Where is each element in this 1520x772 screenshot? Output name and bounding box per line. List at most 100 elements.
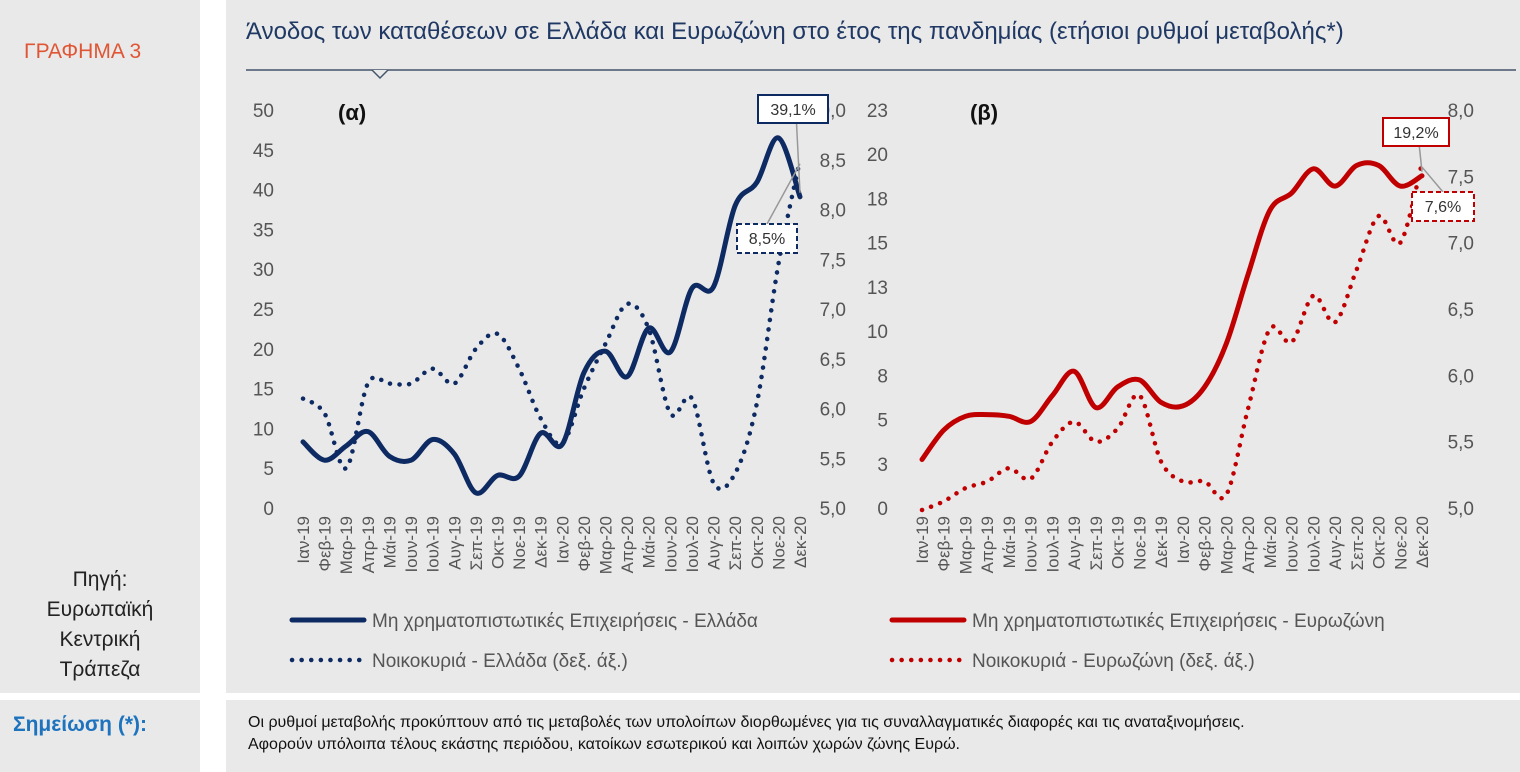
note-label-panel [0, 700, 200, 772]
x-axis-tick-label: Αυγ-19 [1065, 516, 1084, 570]
right-axis-tick-label: 8,0 [820, 201, 846, 222]
right-axis-tick-label: 5,0 [820, 499, 846, 520]
x-axis-tick-label: Οκτ-20 [748, 516, 767, 569]
x-axis-tick-label: Μαρ-19 [956, 516, 975, 574]
x-axis-tick-label: Αυγ-19 [445, 516, 464, 570]
right-axis-tick-label: 5,0 [1448, 499, 1474, 520]
x-axis-tick-label: Μαρ-19 [337, 516, 356, 574]
left-axis-tick-label: 13 [867, 278, 888, 299]
left-axis-tick-label: 35 [253, 220, 274, 241]
chart-title: Άνοδος των καταθέσεων σε Ελλάδα και Ευρω… [246, 18, 1344, 45]
x-axis-tick-label: Νοε-20 [769, 516, 788, 570]
x-axis-tick-label: Φεβ-19 [935, 516, 954, 572]
x-axis-tick-label: Απρ-20 [1239, 516, 1258, 573]
x-axis-tick-label: Ιουλ-19 [424, 516, 443, 573]
x-axis-tick-label: Ιαν-19 [294, 516, 313, 564]
panel-label: (β) [970, 100, 998, 125]
x-axis-tick-label: Οκτ-19 [488, 516, 507, 569]
x-axis-tick-label: Ιουλ-19 [1043, 516, 1062, 573]
left-axis-tick-label: 10 [867, 322, 888, 343]
callout-value: 7,6% [1425, 199, 1461, 216]
left-axis-tick-label: 5 [263, 459, 274, 480]
x-axis-tick-label: Δεκ-20 [1413, 516, 1432, 568]
x-axis-tick-label: Αυγ-20 [705, 516, 724, 570]
note-line: Αφορούν υπόλοιπα τέλους εκάστης περιόδου… [248, 736, 960, 753]
right-axis-tick-label: 7,5 [820, 250, 846, 271]
callout-value: 19,2% [1393, 125, 1438, 142]
x-axis-tick-label: Σεπ-20 [1348, 516, 1367, 570]
callout-box [1382, 117, 1450, 147]
x-axis-tick-label: Δεκ-19 [1152, 516, 1171, 568]
x-axis-tick-label: Ιουλ-20 [683, 516, 702, 573]
source-line: Ευρωπαϊκή [46, 598, 154, 621]
x-axis-tick-label: Φεβ-20 [575, 516, 594, 572]
x-axis-tick-label: Νοε-20 [1391, 516, 1410, 570]
left-axis-tick-label: 3 [877, 455, 888, 476]
chart-panel [226, 0, 1520, 693]
callout-box [757, 94, 829, 124]
right-axis-tick-label: 7,0 [1448, 234, 1474, 255]
x-axis-tick-label: Οκτ-20 [1370, 516, 1389, 569]
x-axis-tick-label: Ιουλ-20 [1304, 516, 1323, 573]
x-axis-tick-label: Μάι-19 [380, 516, 399, 568]
x-axis-tick-label: Ιουν-20 [661, 516, 680, 573]
x-axis-tick-label: Σεπ-20 [726, 516, 745, 570]
x-axis-tick-label: Ιαν-20 [1174, 516, 1193, 564]
x-axis-tick-label: Φεβ-19 [316, 516, 335, 572]
source-line: Τράπεζα [59, 658, 141, 681]
note-text-panel [226, 700, 1520, 772]
left-axis-tick-label: 0 [877, 499, 888, 520]
left-axis-tick-label: 0 [263, 499, 274, 520]
right-axis-tick-label: 6,0 [1448, 366, 1474, 387]
households-series-line [919, 160, 1425, 513]
left-axis-tick-label: 18 [867, 189, 888, 210]
corporations-series-line [300, 135, 803, 496]
left-axis-tick-label: 30 [253, 260, 274, 281]
left-axis-tick-label: 20 [253, 340, 274, 361]
left-column-panel [0, 0, 200, 693]
right-axis-tick-label: 7,0 [820, 300, 846, 321]
callout-leader-line [1421, 166, 1444, 193]
left-axis-tick-label: 8 [877, 366, 888, 387]
right-axis-tick-label: 5,5 [820, 449, 846, 470]
x-axis-tick-label: Αυγ-20 [1326, 516, 1345, 570]
right-axis-tick-label: 5,5 [1448, 433, 1474, 454]
callout-leader-line [766, 163, 801, 225]
x-axis-tick-label: Σεπ-19 [1087, 516, 1106, 570]
callout-box [736, 223, 798, 254]
source-line: Κεντρική [59, 628, 141, 651]
x-axis-tick-label: Ιουν-19 [1022, 516, 1041, 573]
x-axis-tick-label: Μάι-20 [640, 516, 659, 568]
right-axis-tick-label: 6,5 [820, 350, 846, 371]
left-axis-tick-label: 15 [253, 380, 274, 401]
x-axis-tick-label: Ιαν-20 [553, 516, 572, 564]
x-axis-tick-label: Μάι-19 [1000, 516, 1019, 568]
left-axis-tick-label: 5 [877, 411, 888, 432]
x-axis-tick-label: Νοε-19 [1130, 516, 1149, 570]
left-axis-tick-label: 25 [253, 300, 274, 321]
x-axis-tick-label: Μαρ-20 [1217, 516, 1236, 574]
x-axis-tick-label: Οκτ-19 [1109, 516, 1128, 569]
left-axis-tick-label: 40 [253, 181, 274, 202]
panel-label: (α) [338, 100, 366, 125]
right-axis-tick-label: 7,5 [1448, 167, 1474, 188]
callout-leader-line [795, 122, 801, 193]
right-axis-tick-label: 8,5 [820, 151, 846, 172]
title-underline-notch [371, 69, 389, 80]
callout-value: 39,1% [770, 102, 815, 119]
left-axis-tick-label: 15 [867, 234, 888, 255]
note-label: Σημείωση (*): [13, 713, 147, 736]
graph-label: ΓΡΑΦΗΜΑ 3 [24, 40, 142, 63]
x-axis-tick-label: Μαρ-20 [597, 516, 616, 574]
x-axis-tick-label: Απρ-20 [618, 516, 637, 573]
legend-label: Νοικοκυριά - Ευρωζώνη (δεξ. άξ.) [972, 651, 1255, 672]
right-axis-tick-label: 6,5 [1448, 300, 1474, 321]
x-axis-tick-label: Φεβ-20 [1196, 516, 1215, 572]
x-axis-tick-label: Ιουν-19 [402, 516, 421, 573]
corporations-series-line [919, 160, 1425, 462]
callout-value: 8,5% [749, 231, 785, 248]
x-axis-tick-label: Δεκ-20 [791, 516, 810, 568]
callout-box [1411, 191, 1475, 222]
source-text: Πηγή: Ευρωπαϊκή Κεντρική Τράπεζα [0, 565, 200, 685]
